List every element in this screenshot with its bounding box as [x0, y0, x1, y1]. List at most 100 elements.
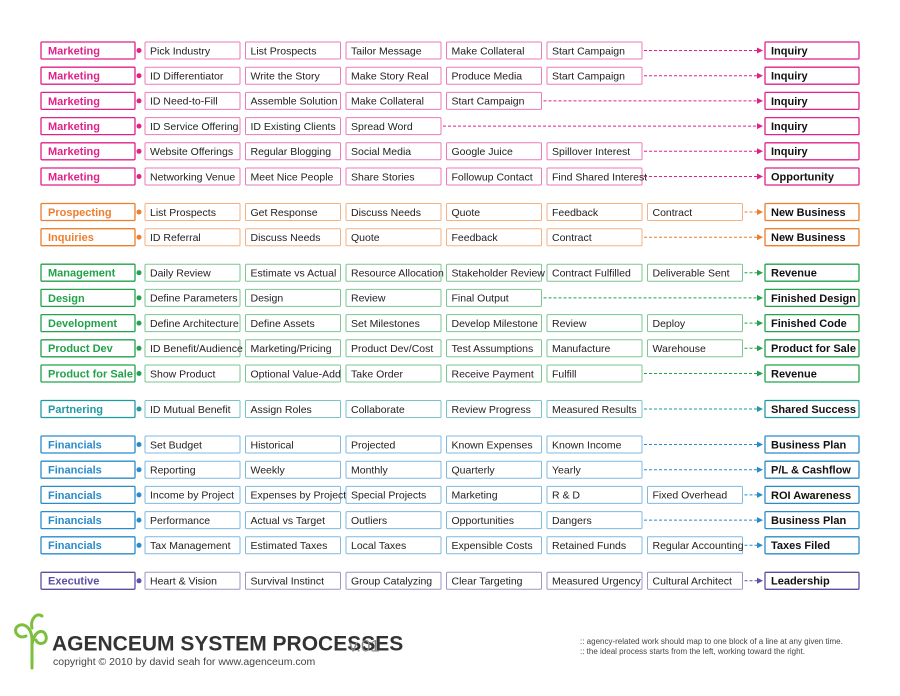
step-label: Reporting: [150, 464, 196, 476]
note: :: the ideal process starts from the lef…: [580, 647, 805, 656]
step-label: Measured Urgency: [552, 576, 641, 588]
bullet: [136, 73, 142, 79]
category-box: [40, 510, 136, 530]
step-box: [546, 203, 643, 221]
bullet: [136, 234, 142, 240]
step-box: [546, 142, 643, 161]
step-box: [144, 66, 241, 85]
category-box: [40, 460, 136, 479]
outcome-box: [764, 263, 860, 282]
bullet: [136, 542, 142, 548]
step-label: Start Campaign: [452, 96, 525, 108]
step-label: Review: [351, 293, 386, 305]
outcome-label: Leadership: [771, 576, 830, 588]
category-label: Marketing: [48, 146, 100, 158]
step-box: [446, 142, 542, 161]
step-box: [345, 66, 442, 85]
step-box: [144, 485, 241, 504]
step-label: Show Product: [150, 368, 215, 380]
step-label: Test Assumptions: [452, 343, 534, 355]
step-label: Produce Media: [452, 70, 523, 82]
arrowhead: [757, 345, 763, 352]
arrowhead: [757, 123, 763, 130]
arrowhead: [757, 577, 763, 584]
category-label: Development: [48, 318, 117, 330]
step-label: Collaborate: [351, 404, 405, 416]
step-box: [546, 364, 643, 383]
step-box: [446, 364, 542, 383]
step-box: [144, 203, 241, 221]
step-label: Find Shared Interest: [552, 171, 647, 183]
outcome-label: Revenue: [771, 368, 817, 380]
step-label: Performance: [150, 515, 210, 527]
step-box: [144, 142, 241, 161]
step-box: [245, 91, 341, 110]
step-label: Marketing: [452, 490, 498, 502]
step-label: Make Collateral: [351, 96, 424, 108]
step-label: Expenses by Project: [251, 490, 347, 502]
step-label: Manufacture: [552, 343, 611, 355]
step-label: Group Catalyzing: [351, 576, 432, 588]
outcome-box: [764, 202, 860, 222]
step-box: [144, 364, 241, 383]
arrowhead: [757, 491, 763, 498]
step-box: [345, 536, 442, 555]
arrowhead: [757, 320, 763, 327]
category-label: Marketing: [48, 45, 100, 57]
step-label: Discuss Needs: [251, 232, 321, 244]
outcome-label: ROI Awareness: [771, 490, 851, 502]
step-label: Review Progress: [452, 404, 531, 416]
step-label: List Prospects: [150, 207, 216, 219]
step-box: [446, 571, 542, 590]
category-box: [40, 116, 136, 136]
step-box: [345, 511, 442, 530]
step-label: ID Differentiator: [150, 70, 224, 82]
step-label: Measured Results: [552, 404, 637, 416]
step-label: Define Architecture: [150, 318, 239, 330]
version: v.01: [349, 636, 380, 655]
step-box: [144, 91, 241, 110]
step-label: Define Parameters: [150, 293, 238, 305]
bullet: [136, 442, 142, 447]
step-label: ID Need-to-Fill: [150, 96, 218, 108]
step-box: [345, 485, 442, 504]
arrowhead: [757, 148, 763, 155]
step-label: Special Projects: [351, 490, 426, 502]
outcome-label: Revenue: [771, 268, 817, 280]
arrowhead: [757, 72, 763, 79]
step-box: [245, 571, 341, 590]
step-label: Quote: [452, 207, 481, 219]
step-box: [446, 435, 542, 454]
step-label: Clear Targeting: [452, 576, 523, 588]
outcome-box: [764, 142, 860, 161]
category-box: [40, 263, 136, 282]
outcome-box: [764, 41, 860, 60]
step-label: Fulfill: [552, 368, 577, 380]
outcome-box: [764, 116, 860, 136]
step-box: [245, 41, 341, 60]
outcome-label: Inquiry: [771, 45, 809, 57]
outcome-label: Finished Design: [771, 293, 856, 305]
step-box: [546, 339, 643, 358]
step-box: [245, 536, 341, 555]
step-box: [144, 571, 241, 590]
category-box: [40, 202, 136, 222]
step-label: Followup Contact: [452, 171, 533, 183]
category-box: [40, 313, 136, 333]
step-label: Income by Project: [150, 490, 234, 502]
step-label: Start Campaign: [552, 45, 625, 57]
arrowhead: [757, 441, 763, 448]
step-box: [446, 511, 542, 530]
outcome-box: [764, 399, 860, 419]
arrowhead: [757, 370, 763, 377]
step-label: Share Stories: [351, 171, 415, 183]
step-label: Spillover Interest: [552, 146, 630, 158]
step-label: Contract Fulfilled: [552, 267, 631, 279]
step-label: Feedback: [452, 232, 499, 244]
step-label: Contract: [552, 232, 592, 244]
step-box: [345, 91, 442, 110]
step-box: [144, 460, 241, 479]
step-box: [144, 400, 241, 418]
step-label: ID Referral: [150, 232, 201, 244]
outcome-box: [764, 288, 860, 308]
